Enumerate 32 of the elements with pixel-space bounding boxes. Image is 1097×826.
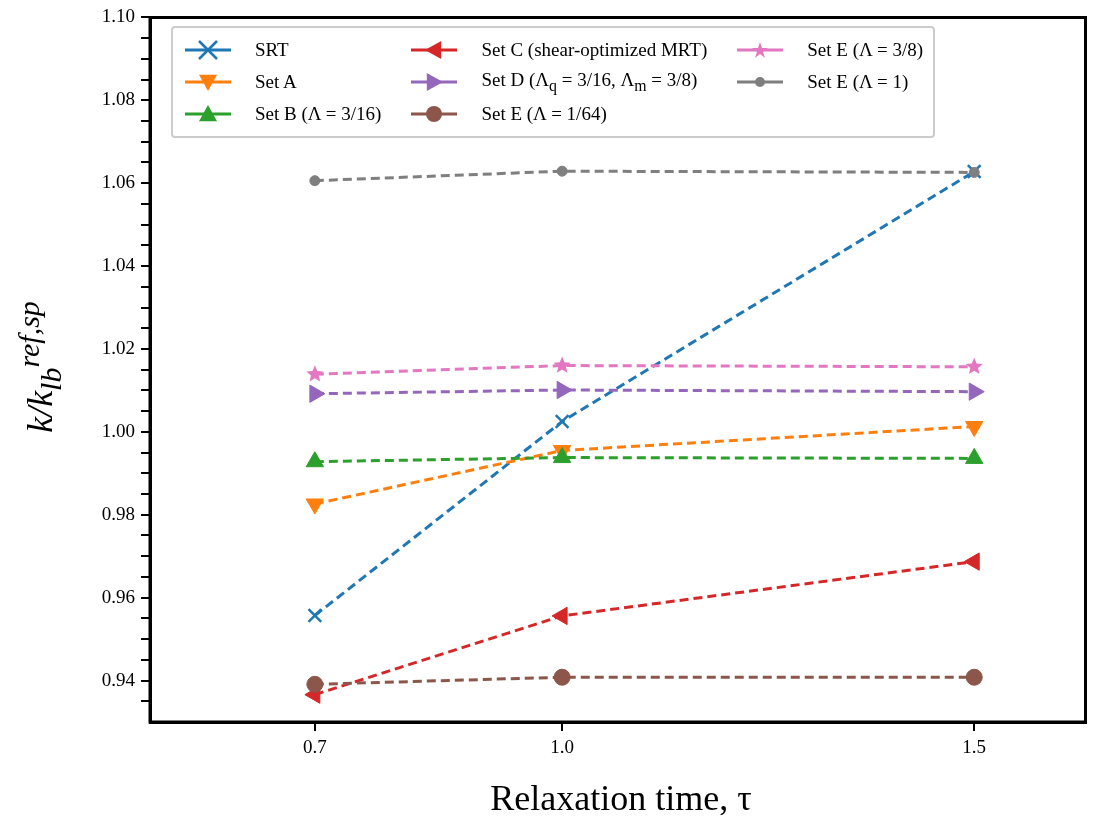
point (309, 175, 321, 187)
y-tick-label: 1.10 (101, 5, 135, 27)
legend-label: Set E (Λ = 3/8) (807, 39, 924, 61)
legend-label: SRT (255, 39, 289, 61)
point (306, 365, 324, 382)
y-tick-label: 1.06 (101, 171, 135, 193)
legend-label: Set B (Λ = 3/16) (255, 103, 382, 125)
y-tick-label: 0.94 (101, 668, 136, 690)
y-tick-label: 1.02 (101, 336, 135, 358)
legend-label: Set E (Λ = 1) (807, 71, 909, 93)
legend-label: Set D (Λ$_{q}$ = 3/16, Λ$_{m}$ = 3/8) (481, 69, 698, 95)
x-axis-title: Relaxation time, τ (490, 777, 752, 819)
y-tick-label: 1.08 (101, 88, 135, 110)
point (553, 356, 571, 373)
point (307, 607, 323, 624)
point (305, 451, 325, 468)
legend-label: Set A (255, 71, 297, 93)
y-tick-label: 0.96 (101, 585, 135, 607)
y-tick-label: 0.98 (101, 502, 135, 524)
legend-label: Set C (shear-optimized MRT) (481, 39, 708, 61)
x-tick-label: 1.5 (962, 736, 987, 758)
point (965, 668, 983, 686)
point (554, 413, 570, 430)
y-tick-label: 1.04 (101, 254, 136, 276)
x-tick-label: 0.7 (302, 736, 327, 758)
point (306, 675, 324, 693)
x-tick-label: 1.0 (550, 736, 574, 758)
point (553, 668, 571, 686)
y-tick-label: 1.00 (101, 419, 135, 441)
point (965, 357, 983, 375)
legend-label: Set E (Λ = 1/64) (481, 103, 607, 125)
point (556, 165, 568, 177)
